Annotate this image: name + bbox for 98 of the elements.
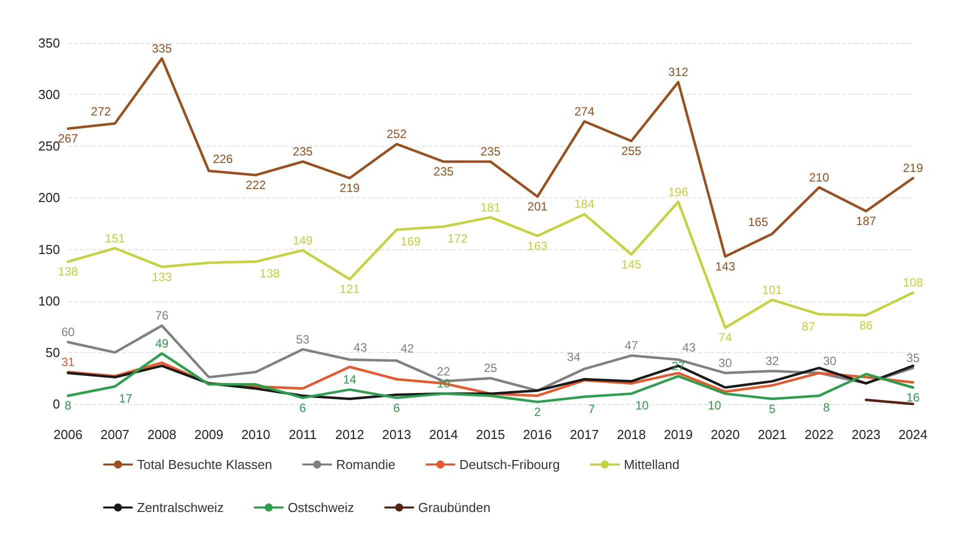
- data-label: 5: [768, 402, 776, 416]
- x-tick-label: 2006: [54, 427, 82, 442]
- data-label: 16: [906, 390, 920, 404]
- data-label: 76: [155, 308, 169, 323]
- data-label: 138: [260, 266, 280, 281]
- data-label: 10: [635, 398, 650, 413]
- data-label: 101: [762, 282, 782, 297]
- data-label: 74: [718, 330, 732, 345]
- x-tick-label: 2016: [522, 427, 552, 442]
- data-label: 165: [748, 214, 768, 229]
- y-tick-label: 300: [38, 87, 60, 102]
- data-label: 87: [802, 319, 816, 334]
- y-tick-label: 100: [38, 293, 60, 308]
- data-label: 201: [527, 200, 548, 214]
- x-tick-label: 2017: [570, 427, 599, 442]
- data-label: 235: [292, 144, 314, 159]
- data-label: 43: [354, 340, 368, 355]
- x-tick-label: 2009: [194, 427, 224, 442]
- x-tick-label: 2018: [616, 427, 646, 442]
- data-label: 2: [534, 404, 542, 419]
- x-tick-label: 2024: [898, 427, 928, 442]
- data-label: 47: [624, 338, 638, 353]
- data-label: 222: [246, 178, 266, 192]
- x-tick-label: 2014: [429, 427, 458, 442]
- legend-label: Romandie: [336, 457, 396, 472]
- data-label: 7: [588, 402, 596, 416]
- x-tick-label: 2007: [100, 427, 130, 442]
- data-label: 219: [902, 161, 924, 176]
- data-label: 8: [64, 398, 72, 413]
- data-label: 6: [299, 400, 306, 415]
- y-tick-label: 0: [52, 396, 60, 412]
- legend-label: Mittelland: [624, 457, 680, 472]
- data-label: 274: [574, 104, 595, 118]
- data-label: 30: [823, 354, 837, 368]
- legend-label: Deutsch-Fribourg: [459, 457, 560, 472]
- data-label: 235: [434, 164, 454, 179]
- x-tick-label: 2011: [288, 427, 317, 442]
- data-label: 219: [340, 181, 360, 196]
- y-tick-label: 250: [38, 138, 60, 154]
- data-label: 181: [480, 200, 501, 214]
- data-label: 149: [292, 233, 314, 248]
- x-tick-label: 2010: [241, 427, 270, 442]
- data-label: 30: [718, 356, 732, 370]
- data-label: 8: [823, 400, 830, 415]
- data-label: 312: [668, 65, 689, 80]
- data-label: 210: [809, 170, 830, 184]
- data-label: 22: [436, 364, 451, 378]
- data-label: 235: [480, 144, 501, 159]
- data-label: 133: [152, 270, 172, 284]
- legend-label: Zentralschweiz: [137, 500, 224, 515]
- x-tick-label: 2021: [758, 427, 787, 442]
- data-label: 60: [61, 325, 75, 340]
- data-label: 32: [765, 354, 780, 368]
- data-label: 25: [484, 361, 498, 376]
- x-tick-label: 2008: [147, 427, 176, 442]
- x-tick-label: 2019: [664, 427, 693, 442]
- data-label: 42: [400, 342, 414, 356]
- y-tick-label: 150: [38, 242, 60, 257]
- data-label: 226: [212, 152, 234, 166]
- data-label: 34: [567, 350, 581, 364]
- data-label: 86: [859, 318, 874, 332]
- data-label: 43: [682, 340, 696, 355]
- x-tick-label: 2020: [710, 427, 740, 442]
- data-label: 14: [342, 372, 357, 387]
- data-label: 184: [574, 197, 595, 212]
- x-tick-label: 2022: [804, 427, 834, 442]
- data-label: 272: [90, 104, 112, 118]
- data-label: 143: [715, 260, 736, 274]
- y-tick-label: 50: [46, 344, 60, 360]
- legend-label: Total Besuchte Klassen: [137, 457, 272, 472]
- x-tick-label: 2012: [335, 427, 364, 442]
- data-label: 121: [340, 282, 360, 296]
- y-tick-label: 200: [38, 190, 60, 206]
- data-label: 35: [906, 350, 920, 365]
- data-label: 163: [527, 238, 548, 253]
- data-label: 255: [621, 144, 642, 158]
- data-label: 169: [400, 234, 421, 249]
- legend-label: Ostschweiz: [288, 500, 354, 515]
- data-label: 145: [621, 257, 642, 272]
- data-label: 31: [61, 355, 75, 370]
- data-label: 6: [393, 400, 400, 415]
- data-label: 53: [296, 332, 310, 346]
- data-label: 138: [58, 264, 78, 279]
- data-label: 17: [118, 391, 133, 406]
- y-tick-label: 350: [38, 36, 60, 50]
- data-label: 252: [386, 127, 407, 142]
- legend-label: Graubünden: [418, 500, 490, 515]
- data-label: 196: [668, 184, 689, 199]
- data-label: 187: [856, 214, 876, 228]
- data-label: 335: [152, 41, 172, 56]
- data-label: 10: [708, 398, 722, 413]
- data-label: 151: [104, 231, 126, 246]
- x-tick-label: 2013: [382, 427, 412, 442]
- x-tick-label: 2015: [476, 427, 505, 442]
- x-tick-label: 2023: [852, 427, 881, 442]
- data-label: 49: [155, 336, 169, 350]
- data-label: 172: [448, 232, 468, 246]
- data-label: 108: [902, 276, 924, 290]
